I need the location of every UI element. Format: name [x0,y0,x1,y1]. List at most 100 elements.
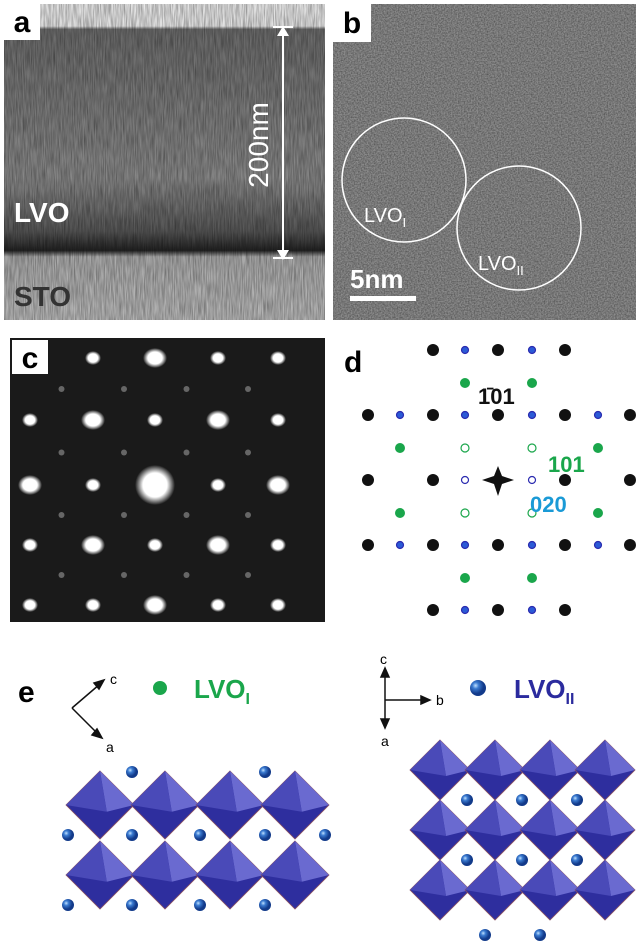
legend-marker [153,681,167,695]
spot-green [593,508,603,518]
faint-spot [121,572,127,578]
spot-green [527,378,537,388]
octahedron-face [575,860,611,896]
spot-blue [460,475,470,485]
spot-green [460,573,470,583]
spot [147,413,163,427]
axis-label: b [436,692,444,708]
octahedron-face [495,800,525,836]
spot-blue [527,345,537,355]
octahedron-face [605,860,635,896]
spot [266,475,290,495]
spot-blue [460,605,470,615]
octahedron-face [410,860,446,896]
spot-black [624,409,636,421]
faint-spot [245,512,251,518]
spot-green-open [460,443,470,453]
atom [571,794,583,806]
atom [516,854,528,866]
scale-label: 5nm [350,264,403,294]
reflection-label: 101 [548,452,585,477]
octahedron-face [230,771,264,812]
panel-label: e [18,676,35,709]
octahedron-face [230,841,264,882]
spot [135,465,175,505]
spot [22,413,38,427]
octahedron-face [550,800,580,836]
octahedron-face [465,800,501,836]
spot-blue [593,410,603,420]
legend-label: LVOII [514,674,574,708]
octahedron-face [575,800,611,836]
atom [126,766,138,778]
spot [18,475,42,495]
panel-label: d [344,346,362,379]
domain-base: LVO [478,253,517,275]
axis-label: a [106,739,114,755]
spot-blue [527,605,537,615]
octahedron-face [605,800,635,836]
octahedron-face [465,860,501,896]
spot [143,595,167,615]
atom [259,829,271,841]
spot [147,538,163,552]
spot-black [559,474,571,486]
spot-blue [460,410,470,420]
spot [143,348,167,368]
spot-green [593,443,603,453]
spot-blue [527,475,537,485]
octahedron-face [520,800,556,836]
reflection-label: 1̄01 [478,384,515,409]
spot [270,351,286,365]
octahedron-face [520,860,556,896]
label-box [12,340,48,374]
octahedron-face [440,860,470,896]
reciprocal-lattice [362,344,636,616]
octahedron-face [550,860,580,896]
octahedron-face [295,841,329,882]
spot-black [492,539,504,551]
spot [210,598,226,612]
spot [270,413,286,427]
spot [206,410,230,430]
octahedron-face [196,841,237,882]
octahedron-face [66,841,107,882]
octahedron-face [261,841,302,882]
spot [210,351,226,365]
spot-black [427,344,439,356]
spot-black [427,604,439,616]
octahedron-face [410,800,446,836]
octahedron-face [550,740,580,776]
octahedron-face [295,771,329,812]
spot [210,478,226,492]
spot-blue [460,540,470,550]
reflection-label: 020 [530,492,567,517]
thickness-label: 200nm [243,102,274,188]
faint-spot [245,386,251,392]
atom [534,929,546,941]
faint-spot [58,386,65,392]
atom [319,829,331,841]
octahedron-face [465,740,501,776]
atom [126,899,138,911]
spot-blue [593,540,603,550]
spot [81,535,105,555]
octahedron-face [100,771,134,812]
spot-blue [460,345,470,355]
spot-blue [527,410,537,420]
faint-spot [121,512,127,518]
octahedron-face [100,841,134,882]
spot [270,538,286,552]
spot [270,598,286,612]
faint-spot [183,449,190,456]
octahedron-face [440,800,470,836]
spot-black [559,409,571,421]
octahedron-face [131,841,172,882]
spot-blue [395,540,405,550]
domain-label: LVOI [364,205,406,230]
spot [81,410,105,430]
spot-green-open [527,443,537,453]
faint-spot [121,386,127,392]
